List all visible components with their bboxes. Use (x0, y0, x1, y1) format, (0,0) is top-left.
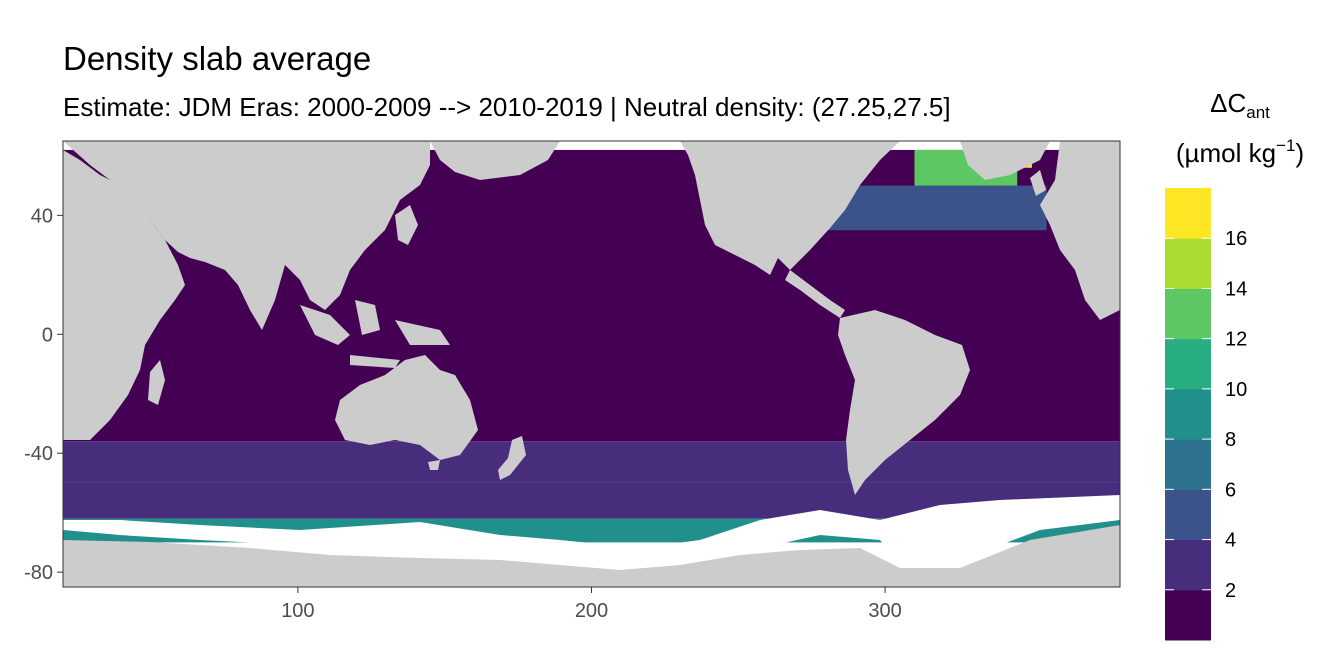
y-tick-label: 0 (42, 324, 53, 346)
africa-land (63, 141, 185, 440)
y-axis: 40 0 -40 -80 (24, 205, 63, 584)
legend-label: 8 (1225, 429, 1236, 451)
legend-label: 4 (1225, 530, 1236, 552)
legend: ΔCant (µmol kg−1) 2 4 6 8 10 12 14 16 (1165, 88, 1304, 641)
x-axis: 100 200 300 (281, 587, 902, 622)
x-tick-label: 200 (575, 600, 608, 622)
y-tick-label: 40 (31, 205, 53, 227)
legend-unit: (µmol kg−1) (1176, 136, 1304, 168)
legend-label: 12 (1225, 329, 1247, 351)
eurasia-land (63, 141, 430, 330)
antarctic-nodata (63, 495, 1120, 565)
antarctica-land (63, 525, 1120, 587)
ocean-band-5 (826, 185, 1047, 231)
ocean-band-2 (63, 441, 1120, 483)
se-asia-islands (300, 300, 450, 368)
x-tick-label: 100 (281, 600, 314, 622)
south-america-land (838, 310, 970, 495)
legend-labels: 2 4 6 8 10 12 14 16 (1165, 228, 1247, 602)
uk-land (1030, 170, 1046, 196)
legend-bins (1165, 188, 1211, 641)
new-zealand-land (498, 436, 526, 480)
ne-asia-land (430, 141, 560, 180)
north-america-land (680, 141, 900, 275)
chart-title: Density slab average (63, 40, 372, 77)
y-tick-label: -40 (24, 443, 53, 465)
legend-title: ΔCant (1210, 88, 1270, 122)
x-tick-label: 300 (868, 600, 901, 622)
legend-label: 16 (1225, 228, 1247, 250)
legend-bin (1165, 388, 1211, 440)
legend-bin (1165, 539, 1211, 591)
greenland-land (960, 141, 1050, 180)
y-tick-label: -80 (24, 562, 53, 584)
japan-land (395, 205, 418, 245)
central-america-land (785, 270, 845, 318)
legend-bin (1165, 589, 1211, 641)
legend-bin (1165, 439, 1211, 490)
legend-bin (1165, 338, 1211, 390)
madagascar-land (148, 360, 165, 405)
legend-bin (1165, 288, 1211, 340)
legend-label: 14 (1225, 278, 1247, 300)
chart-subtitle: Estimate: JDM Eras: 2000-2009 --> 2010-2… (63, 92, 951, 122)
legend-label: 10 (1225, 379, 1247, 401)
legend-bin (1165, 489, 1211, 541)
tasmania-land (428, 460, 440, 470)
legend-label: 6 (1225, 479, 1236, 501)
legend-bin (1165, 188, 1211, 239)
legend-label: 2 (1225, 580, 1236, 602)
west-europe-land (1040, 141, 1120, 320)
australia-land (335, 355, 478, 460)
legend-bin (1165, 238, 1211, 289)
